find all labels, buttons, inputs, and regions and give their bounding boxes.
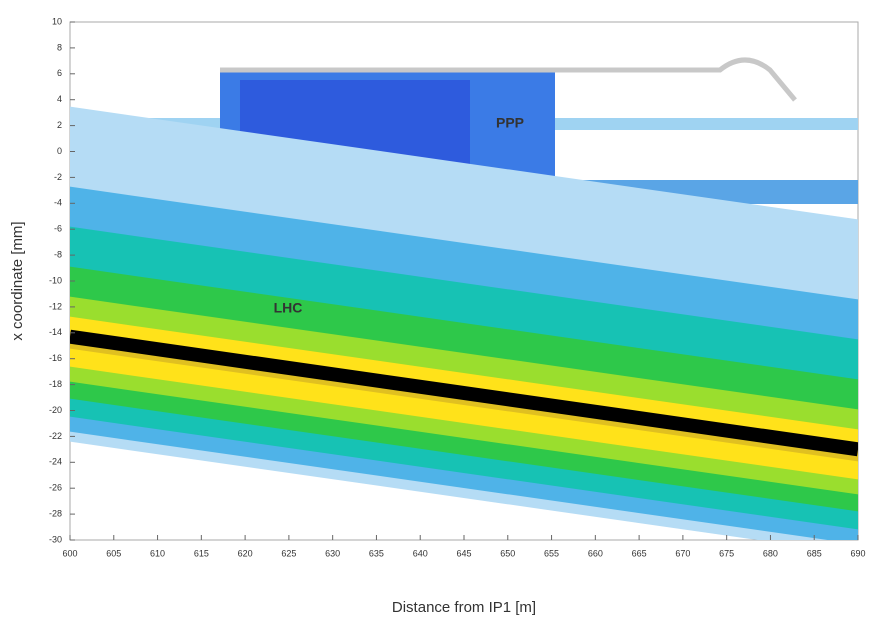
y-tick-label: -8 xyxy=(54,249,62,259)
x-tick-label: 655 xyxy=(544,548,559,558)
y-tick-label: -30 xyxy=(49,534,62,544)
y-tick-label: -16 xyxy=(49,353,62,363)
y-tick-label: 8 xyxy=(57,42,62,52)
x-tick-label: 665 xyxy=(632,548,647,558)
y-tick-label: -12 xyxy=(49,301,62,311)
x-tick-label: 630 xyxy=(325,548,340,558)
y-tick-label: -20 xyxy=(49,405,62,415)
x-tick-label: 675 xyxy=(719,548,734,558)
y-tick-label: -10 xyxy=(49,275,62,285)
y-tick-label: -24 xyxy=(49,457,62,467)
x-tick-label: 680 xyxy=(763,548,778,558)
x-tick-label: 640 xyxy=(413,548,428,558)
x-tick-label: 600 xyxy=(62,548,77,558)
x-tick-label: 670 xyxy=(675,548,690,558)
y-tick-label: 4 xyxy=(57,94,62,104)
x-tick-label: 635 xyxy=(369,548,384,558)
y-tick-label: -14 xyxy=(49,327,62,337)
y-tick-label: 6 xyxy=(57,68,62,78)
y-tick-label: 2 xyxy=(57,120,62,130)
x-tick-label: 685 xyxy=(807,548,822,558)
density-map xyxy=(70,57,858,540)
x-tick-label: 690 xyxy=(850,548,865,558)
y-tick-label: -2 xyxy=(54,172,62,182)
x-tick-label: 625 xyxy=(281,548,296,558)
orbit-line xyxy=(70,329,858,457)
y-tick-label: 0 xyxy=(57,146,62,156)
x-tick-label: 605 xyxy=(106,548,121,558)
y-axis-title: x coordinate [mm] xyxy=(9,221,26,340)
x-tick-label: 620 xyxy=(238,548,253,558)
y-tick-label: -22 xyxy=(49,431,62,441)
x-axis-title: Distance from IP1 [m] xyxy=(392,599,536,616)
x-tick-label: 615 xyxy=(194,548,209,558)
y-tick-label: -18 xyxy=(49,379,62,389)
series-label: LHC xyxy=(274,299,303,315)
pipe-outline xyxy=(220,57,797,102)
annotation: PPP xyxy=(496,115,524,131)
y-tick-label: -28 xyxy=(49,508,62,518)
x-tick-label: 645 xyxy=(456,548,471,558)
x-tick-label: 660 xyxy=(588,548,603,558)
y-tick-label: -26 xyxy=(49,483,62,493)
y-tick-label: -4 xyxy=(54,198,62,208)
y-tick-label: -6 xyxy=(54,224,62,234)
x-tick-label: 610 xyxy=(150,548,165,558)
y-tick-label: 10 xyxy=(52,16,62,26)
x-tick-label: 650 xyxy=(500,548,515,558)
